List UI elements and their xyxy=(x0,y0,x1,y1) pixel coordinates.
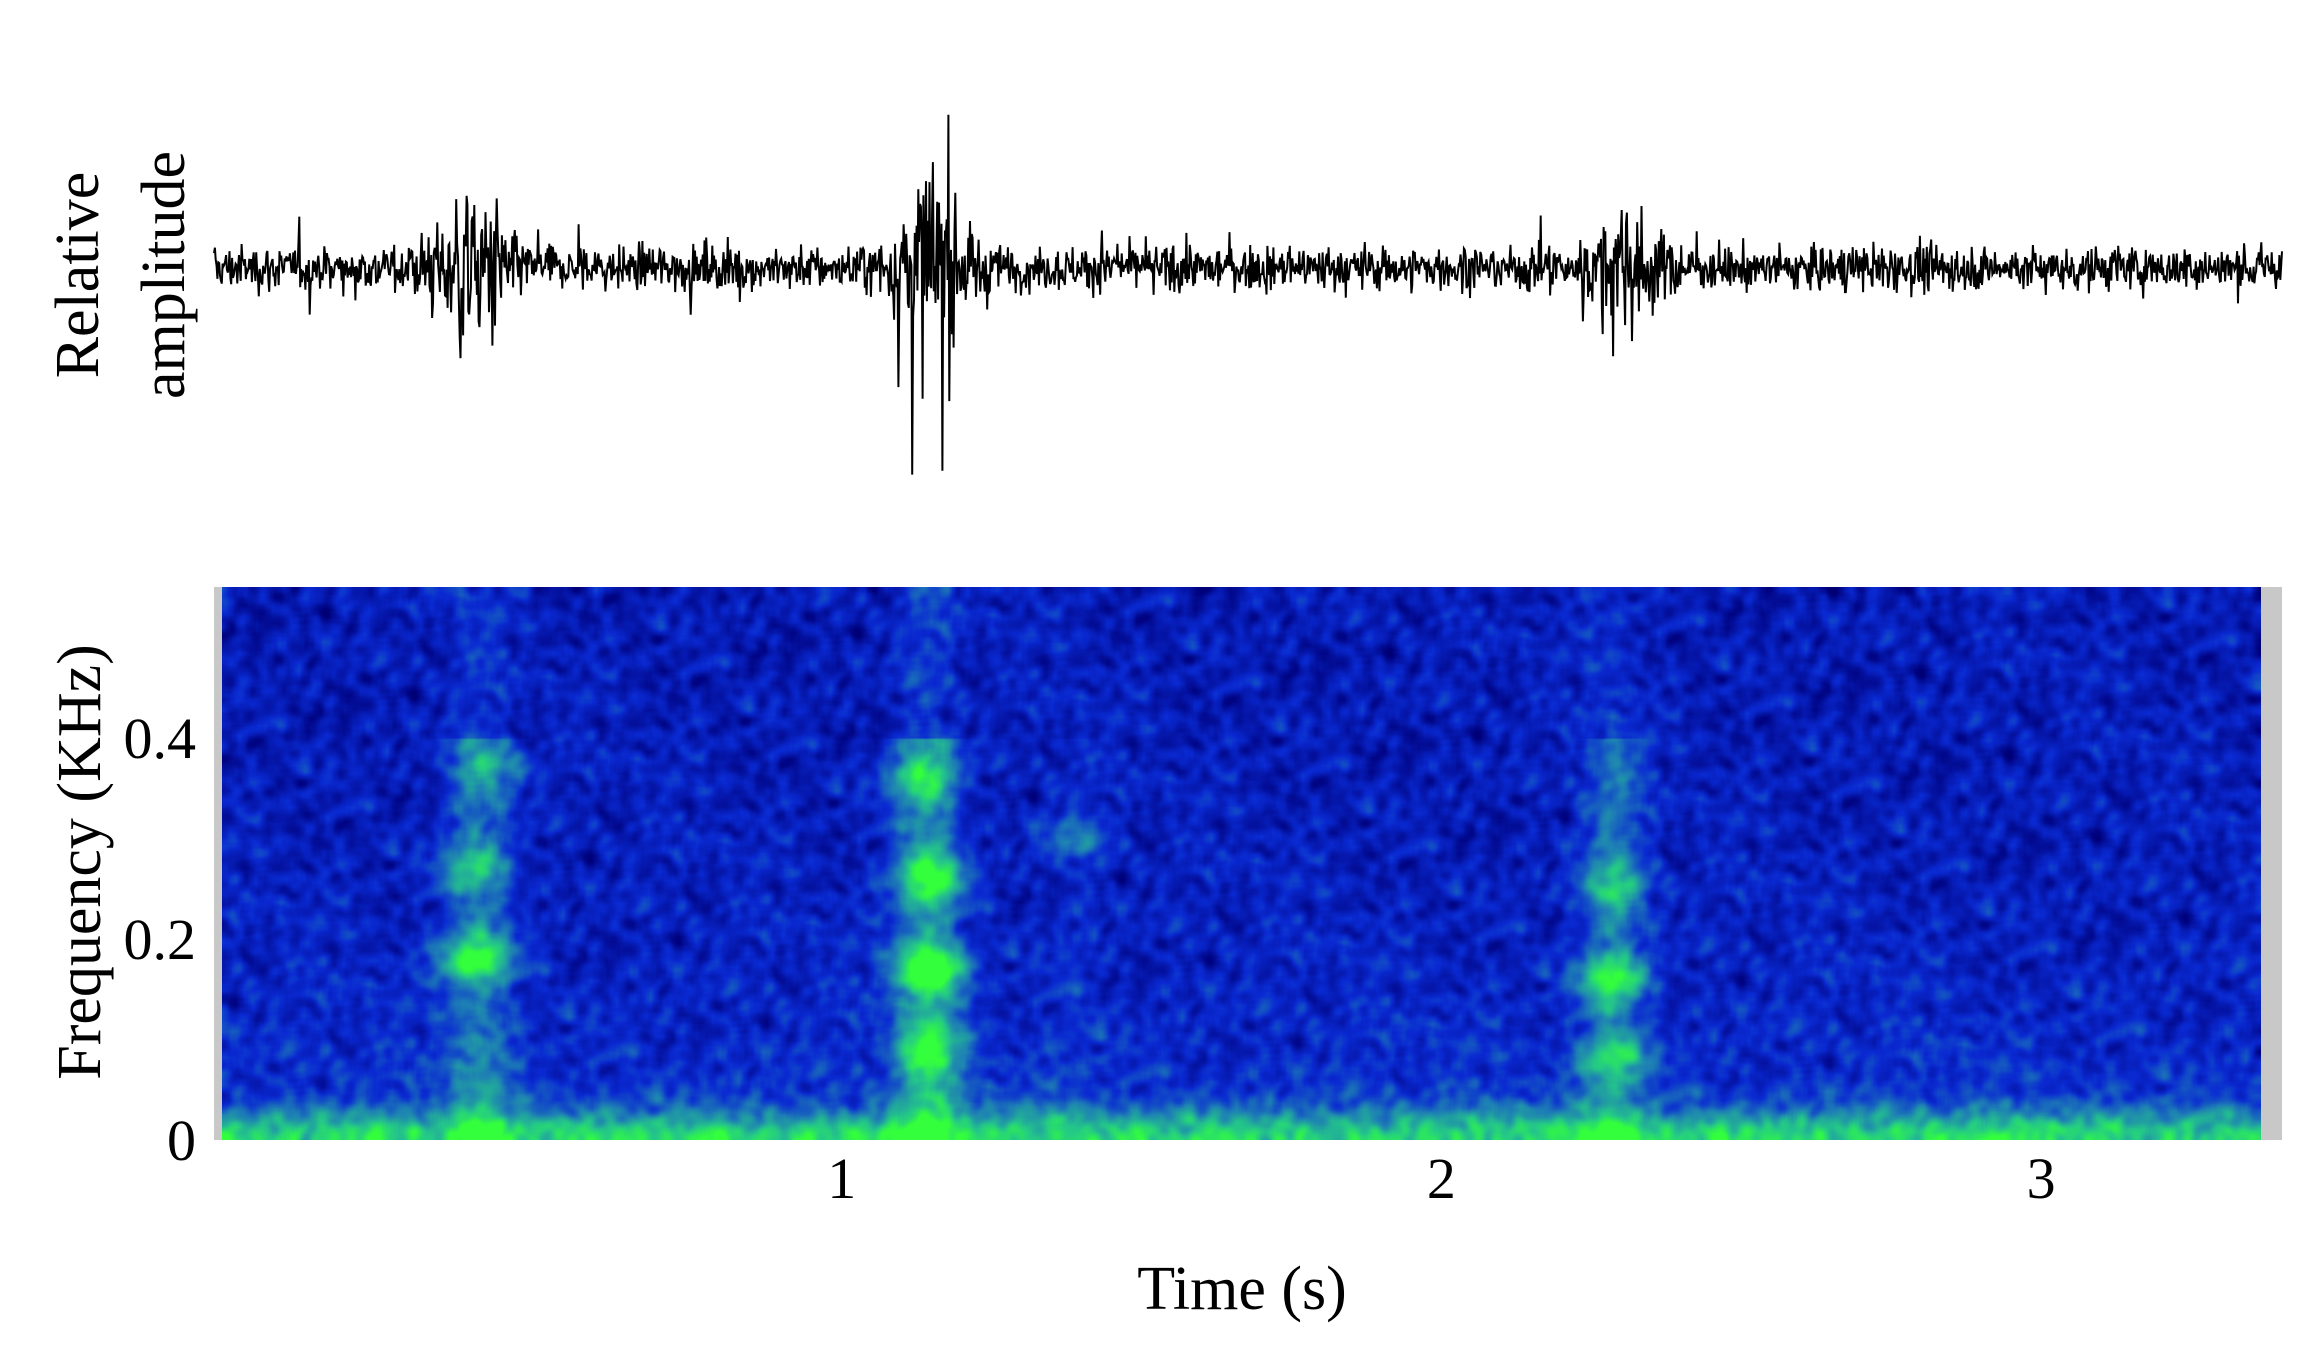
y-tick-labels: 0 0.2 0.4 xyxy=(124,706,197,1173)
spectrogram-left-margin xyxy=(214,587,222,1140)
waveform-ylabel-line1: Relative xyxy=(44,172,112,379)
x-axis-label: Time (s) xyxy=(1137,1255,1347,1323)
y-tick-label: 0.2 xyxy=(124,907,197,972)
spectrogram-ylabel: Frequency (KHz) xyxy=(46,644,114,1080)
y-tick-label: 0.4 xyxy=(124,706,197,771)
x-tick-label: 2 xyxy=(1427,1146,1456,1211)
x-tick-label: 1 xyxy=(827,1146,856,1211)
waveform-line xyxy=(213,114,2283,475)
waveform-ylabel-line2: amplitude xyxy=(130,151,198,399)
waveform-panel: Relative amplitude xyxy=(44,114,2283,475)
spectrogram-heatmap xyxy=(222,587,2261,1140)
x-tick-labels: 1 2 3 xyxy=(827,1146,2055,1211)
y-tick-label: 0 xyxy=(167,1108,196,1173)
x-tick-label: 3 xyxy=(2027,1146,2056,1211)
spectrogram-panel: Frequency (KHz) 0 0.2 0.4 1 2 3 Time (s) xyxy=(46,587,2282,1323)
spectrogram-right-margin xyxy=(2261,587,2282,1140)
